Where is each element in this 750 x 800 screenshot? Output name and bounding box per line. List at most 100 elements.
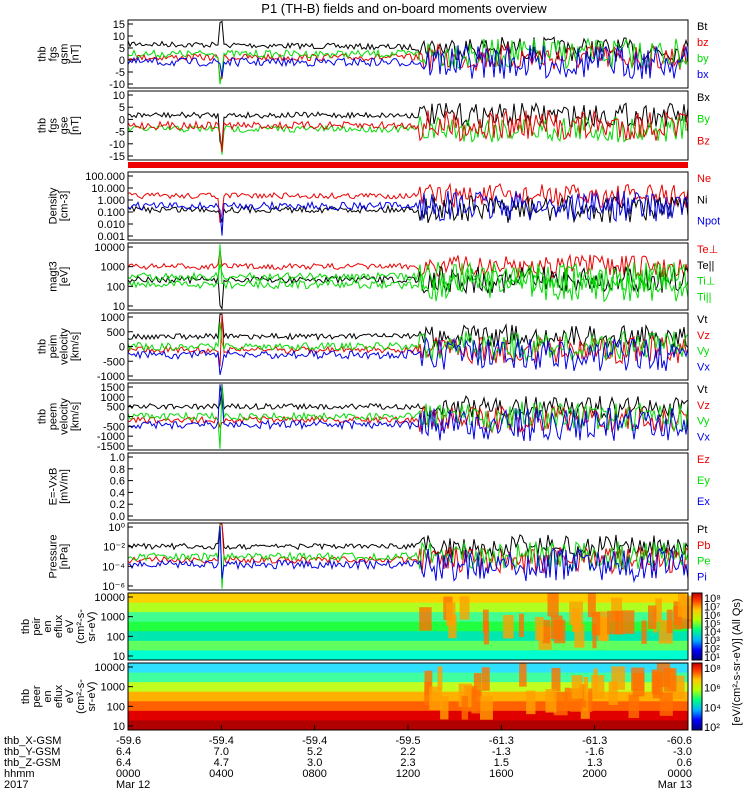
trace-density-1 (127, 195, 689, 224)
legend-pressure-1: Pb (697, 540, 710, 552)
trace-peim-velocity-3 (127, 336, 689, 376)
trace-density-2 (127, 190, 689, 236)
y-tick-label: 100 (107, 701, 125, 713)
trace-fgs-gse-1 (127, 115, 689, 155)
y-axis-label: Density (48, 187, 60, 224)
y-axis-label: eflux (53, 684, 65, 708)
y-tick-label: 10 (113, 301, 125, 313)
y-axis-label: (cm²-s- (75, 679, 87, 714)
panel-frame (127, 522, 689, 591)
trace-pressure-3 (128, 525, 689, 584)
y-tick-label: 0 (119, 342, 125, 354)
x-tick-label: 3.0 (307, 757, 322, 769)
y-axis-label: (cm²-s- (75, 609, 87, 644)
spectrogram-patch (632, 673, 645, 697)
x-tick-label: -1.3 (492, 746, 511, 758)
y-axis-label: peer (31, 685, 43, 707)
panel-pressure: 10⁰ 10⁻² 10⁻⁴ 10⁻⁶ Pressure [nPa] (48, 522, 689, 593)
trace-peem-velocity-3 (127, 384, 689, 442)
y-tick-label: 1000 (101, 612, 125, 624)
x-tick-label: 2.2 (400, 746, 415, 758)
x-row-label: hhmm (4, 768, 35, 780)
panel-frame (127, 242, 689, 311)
x-tick-label: 2000 (582, 768, 606, 780)
x-tick-label: 0000 (116, 768, 140, 780)
spectrogram-patch (519, 663, 527, 687)
y-tick-label: 1000 (101, 392, 125, 404)
spectrogram-patch (579, 684, 587, 708)
colorbar-0 (691, 592, 703, 661)
colorbar-1 (691, 662, 703, 731)
x-tick-label: -61.3 (582, 735, 607, 747)
spectrogram-patch (656, 663, 671, 687)
legend-density-1: Ni (697, 194, 707, 206)
colorbar-tick: 10² (704, 644, 720, 656)
y-tick-label: 0 (119, 55, 125, 67)
y-tick-label: -5 (115, 67, 125, 79)
trace-temperature-0 (127, 250, 689, 279)
y-tick-label: -15 (109, 151, 125, 163)
spectrogram-patch (461, 696, 469, 720)
trace-peim-velocity-2 (127, 322, 689, 363)
y-tick-label: 0.4 (110, 487, 125, 499)
y-tick-label: 10 (113, 90, 125, 102)
page-title: P1 (TH-B) fields and on-board moments ov… (261, 1, 547, 16)
legend-efield-0: Ez (697, 454, 710, 466)
y-axis-label: [mV/m] (59, 469, 71, 504)
legends: Bt bz by bx Bx By Bz Ne Ni Npot Te⊥ Te|| Ti⊥ Ti|| Vt Vz… (697, 21, 720, 583)
spectrogram-patch (641, 620, 647, 644)
y-axis-label: Pressure (48, 534, 60, 578)
legend-pressure-3: Pi (697, 571, 707, 583)
x-row-label: thb_Z-GSM (4, 757, 61, 769)
x-row-label: thb_Y-GSM (4, 746, 60, 758)
y-tick-label: 100 (107, 281, 125, 293)
spectrogram-band (128, 650, 688, 661)
spectrogram-patch (448, 614, 457, 639)
y-tick-label: -10 (109, 139, 125, 151)
legend-peem-velocity-0: Vt (697, 384, 707, 396)
spectrogram-patch (587, 688, 593, 712)
spectrogram-patch (659, 692, 673, 716)
legend-fgs-gsm-2: by (697, 53, 709, 65)
y-axis-label: sr-eV) (86, 612, 98, 642)
legend-fgs-gse-1: By (697, 114, 710, 126)
y-axis-label: thb (37, 46, 49, 61)
trace-peem-velocity-2 (127, 385, 689, 449)
spectrogram-patch (518, 613, 524, 638)
x-tick-label: 1.3 (587, 757, 602, 769)
y-tick-label: 0.001 (97, 231, 125, 243)
spectrogram-patch (473, 673, 482, 697)
y-tick-label: 0.100 (97, 207, 125, 219)
y-tick-label: 1000 (101, 262, 125, 274)
y-tick-label: 0.0 (110, 511, 125, 523)
trace-fgs-gsm-3 (127, 44, 689, 79)
y-axis-label: fgs (48, 46, 60, 61)
y-tick-label: 1.000 (97, 195, 125, 207)
y-tick-label: 10000 (94, 662, 125, 674)
y-tick-label: 0.8 (110, 464, 125, 476)
panel-frame (127, 171, 689, 241)
legend-peem-velocity-2: Vy (697, 416, 710, 428)
y-tick-label: 15 (113, 19, 125, 31)
y-axis-label: [nT] (70, 45, 82, 64)
legend-efield-1: Ey (697, 475, 710, 487)
spectrogram-patch (419, 607, 432, 631)
y-tick-label: -5 (115, 127, 125, 139)
colorbar-tick: 10¹ (704, 652, 720, 664)
legend-fgs-gsm-1: bz (697, 37, 709, 49)
spectrogram-patch (628, 694, 640, 718)
spectrogram-patch (479, 696, 493, 720)
x-axis: thb_X-GSM -59.6 -59.4 -59.4 -59.5 -61.3 -61.3-… (4, 725, 692, 791)
y-axis-label: eV (64, 689, 76, 703)
spectrogram-band (128, 710, 688, 721)
trace-peim-velocity-0 (127, 313, 689, 349)
spectrogram-patch (550, 615, 563, 640)
x-tick-label: 6.4 (116, 746, 131, 758)
spectrogram-patch (446, 602, 456, 626)
y-axis-label: eV (64, 619, 76, 633)
